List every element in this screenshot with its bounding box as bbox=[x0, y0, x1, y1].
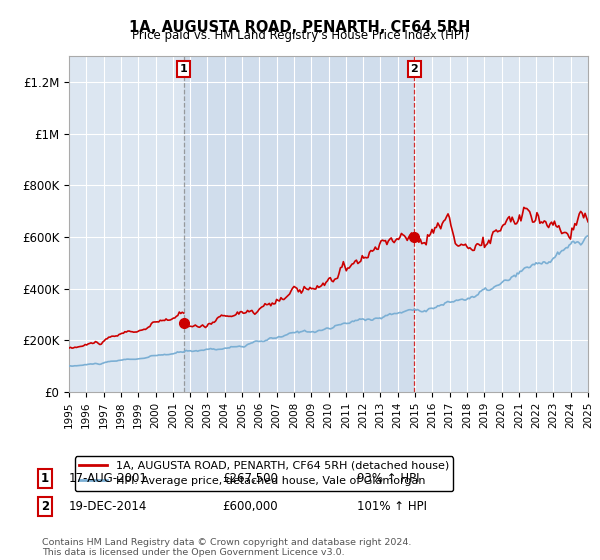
Text: 17-AUG-2001: 17-AUG-2001 bbox=[69, 472, 148, 486]
Text: 2: 2 bbox=[41, 500, 49, 514]
Text: 93% ↑ HPI: 93% ↑ HPI bbox=[357, 472, 419, 486]
Legend: 1A, AUGUSTA ROAD, PENARTH, CF64 5RH (detached house), HPI: Average price, detach: 1A, AUGUSTA ROAD, PENARTH, CF64 5RH (det… bbox=[74, 456, 454, 491]
Text: 1: 1 bbox=[41, 472, 49, 486]
Text: 2: 2 bbox=[410, 64, 418, 74]
Text: 19-DEC-2014: 19-DEC-2014 bbox=[69, 500, 148, 514]
Bar bbox=[184, 56, 415, 392]
Text: £267,500: £267,500 bbox=[222, 472, 278, 486]
Text: Contains HM Land Registry data © Crown copyright and database right 2024.
This d: Contains HM Land Registry data © Crown c… bbox=[42, 538, 412, 557]
Text: £600,000: £600,000 bbox=[222, 500, 278, 514]
Text: 1: 1 bbox=[180, 64, 188, 74]
Text: 101% ↑ HPI: 101% ↑ HPI bbox=[357, 500, 427, 514]
Text: 1A, AUGUSTA ROAD, PENARTH, CF64 5RH: 1A, AUGUSTA ROAD, PENARTH, CF64 5RH bbox=[130, 20, 470, 35]
Text: Price paid vs. HM Land Registry's House Price Index (HPI): Price paid vs. HM Land Registry's House … bbox=[131, 29, 469, 42]
